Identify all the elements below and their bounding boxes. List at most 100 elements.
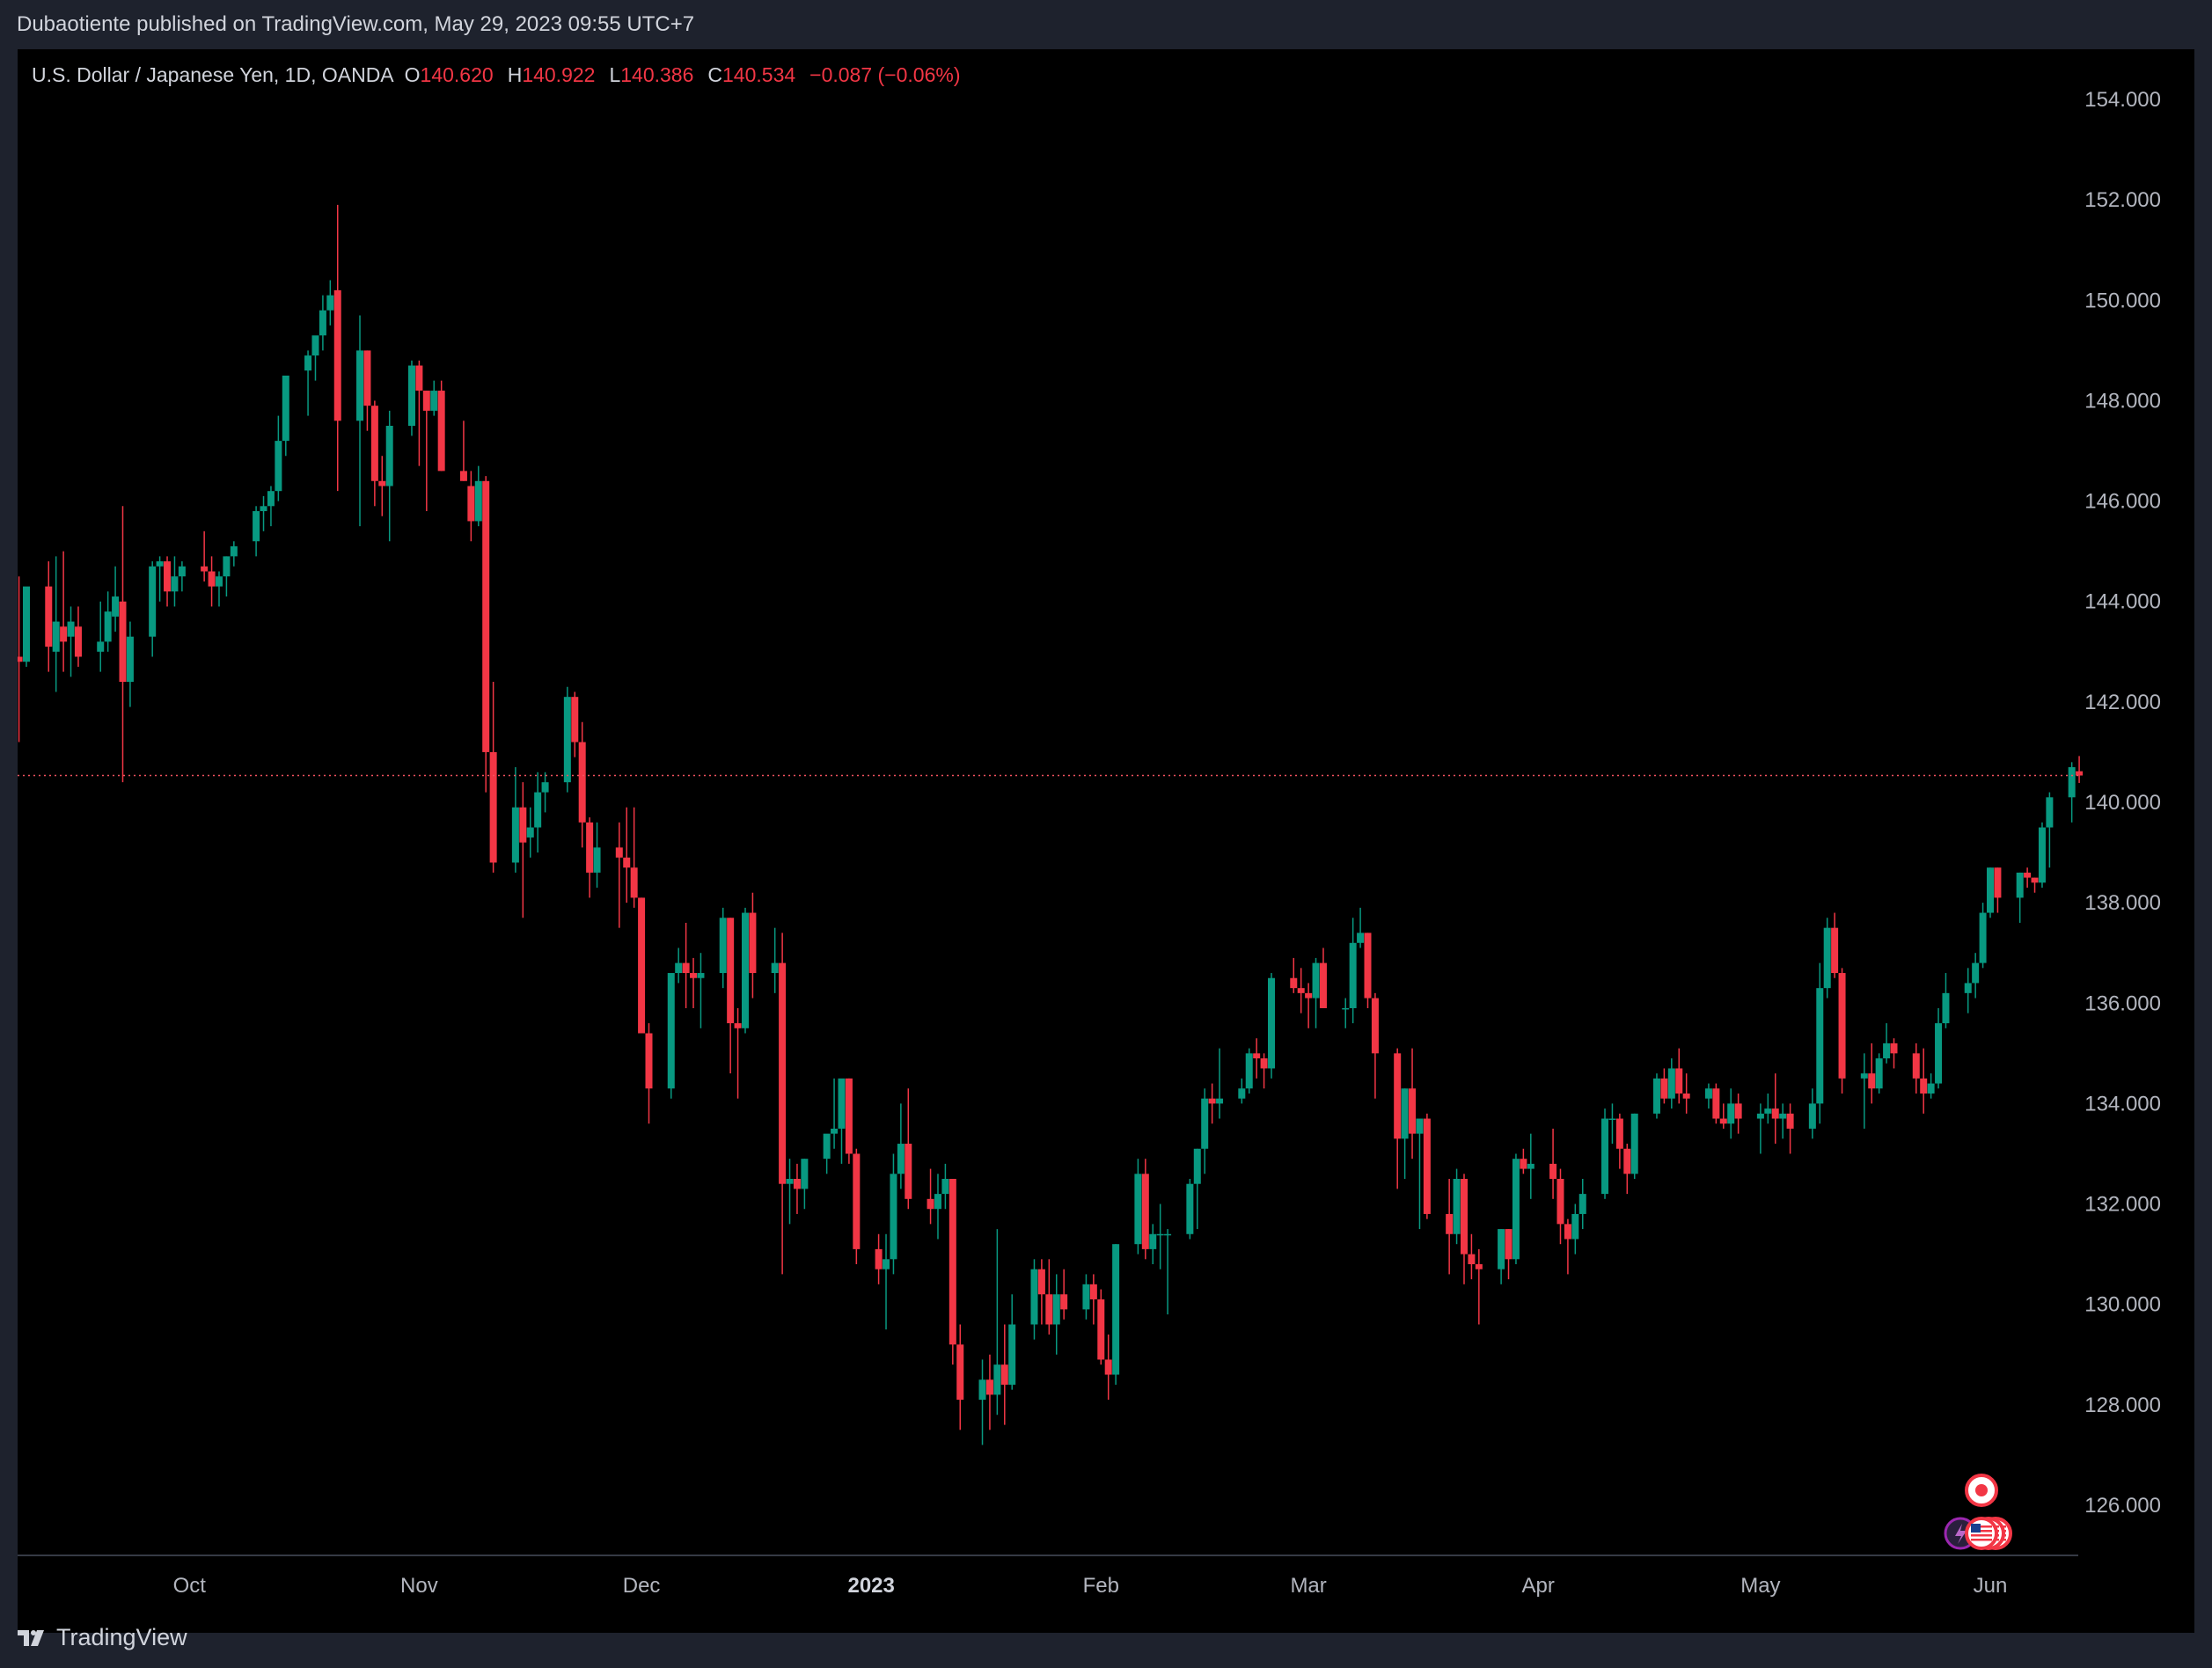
- candle: [615, 822, 623, 928]
- candle-body: [1305, 992, 1313, 999]
- candle-body: [1245, 1053, 1253, 1089]
- candle-body: [1290, 977, 1298, 989]
- candle-body: [1446, 1213, 1454, 1234]
- candle: [112, 566, 120, 632]
- chart-pane[interactable]: 154.000 152.000 150.000 148.000 146.000 144.0…: [15, 49, 2194, 1633]
- candle: [1201, 1088, 1209, 1174]
- candle: [1342, 998, 1350, 1028]
- candle-body: [1112, 1244, 1120, 1375]
- candle: [1268, 973, 1276, 1079]
- candle-body: [519, 807, 527, 843]
- candle-body: [230, 545, 238, 557]
- price-tick-label: 136.000: [2084, 991, 2161, 1015]
- candle-body: [985, 1379, 993, 1395]
- symbol-description[interactable]: U.S. Dollar / Japanese Yen, 1D, OANDA: [32, 63, 394, 86]
- candle: [541, 772, 549, 813]
- candle: [1253, 1038, 1261, 1079]
- candle: [682, 922, 690, 1008]
- candle: [1082, 1274, 1090, 1320]
- candle: [15, 576, 23, 743]
- candle-body: [2046, 797, 2054, 828]
- candle: [578, 721, 586, 848]
- candle-body: [52, 621, 60, 652]
- candle-body: [267, 491, 275, 507]
- candle-body: [253, 511, 260, 542]
- candle-body: [1401, 1088, 1409, 1139]
- candle-body: [363, 350, 371, 406]
- candle: [2038, 822, 2046, 889]
- price-tick-label: 152.000: [2084, 188, 2161, 212]
- candle: [23, 586, 30, 667]
- candle-body: [1468, 1254, 1476, 1265]
- candle-body: [1623, 1148, 1631, 1174]
- candle: [1890, 1038, 1898, 1069]
- candle-body: [1860, 1073, 1868, 1079]
- candle-body: [2068, 767, 2076, 798]
- candle: [474, 465, 482, 527]
- candle: [319, 295, 326, 351]
- candle-body: [370, 406, 378, 481]
- candle-body: [1423, 1118, 1431, 1214]
- candle: [1498, 1229, 1505, 1284]
- candle: [1520, 1148, 1527, 1174]
- ohlc-legend: U.S. Dollar / Japanese Yen, 1D, OANDA O14…: [32, 63, 961, 87]
- candle: [1786, 1103, 1794, 1154]
- candle-body: [1527, 1163, 1534, 1169]
- candle-body: [112, 596, 120, 617]
- candle: [1208, 1083, 1216, 1124]
- candle: [208, 556, 216, 607]
- candle-body: [126, 636, 134, 683]
- footer-brand[interactable]: TradingView: [18, 1624, 187, 1651]
- candle-body: [675, 962, 683, 974]
- candle-body: [1578, 1194, 1586, 1214]
- candle: [1371, 992, 1379, 1099]
- candle-body: [978, 1379, 986, 1401]
- candle-body: [1156, 1233, 1164, 1236]
- candle: [1771, 1073, 1779, 1145]
- candle: [1312, 957, 1320, 1028]
- candle-body: [2024, 872, 2032, 878]
- candle-body: [1564, 1224, 1571, 1240]
- low-label: L: [609, 63, 621, 86]
- candle: [223, 556, 231, 597]
- candle: [571, 691, 579, 757]
- candle: [1987, 867, 1994, 918]
- candle-body: [1238, 1088, 1246, 1099]
- candle-body: [489, 751, 497, 863]
- candle-body: [178, 566, 186, 577]
- candle-body: [534, 792, 542, 828]
- candle-body: [1608, 1118, 1616, 1121]
- candle: [1935, 1007, 1943, 1089]
- candle: [2076, 756, 2084, 783]
- candle-body: [23, 586, 30, 662]
- candle: [1409, 1048, 1417, 1160]
- candle: [1838, 968, 1846, 1094]
- candle-body: [104, 611, 112, 642]
- candlestick-chart[interactable]: 154.000 152.000 150.000 148.000 146.000 144.0…: [15, 49, 2194, 1633]
- candle-body: [838, 1078, 846, 1129]
- price-tick-label: 140.000: [2084, 791, 2161, 815]
- candle: [356, 315, 364, 527]
- candle-body: [793, 1179, 801, 1189]
- usa-flag-icon[interactable]: [1965, 1517, 1998, 1550]
- candle-body: [1193, 1148, 1201, 1184]
- candle: [2046, 792, 2054, 868]
- candle: [52, 556, 60, 692]
- japan-flag-icon[interactable]: [1965, 1474, 1998, 1507]
- candle-body: [1875, 1058, 1883, 1089]
- candle: [1675, 1048, 1683, 1104]
- candle: [875, 1233, 883, 1284]
- candle-body: [1615, 1118, 1623, 1149]
- candle: [1008, 1294, 1016, 1390]
- candle: [459, 421, 467, 481]
- time-tick-label: Oct: [173, 1574, 207, 1598]
- candle: [311, 335, 319, 381]
- time-tick-label: Mar: [1290, 1574, 1326, 1598]
- candle-body: [831, 1128, 839, 1134]
- candle: [675, 947, 683, 984]
- candle: [1460, 1174, 1468, 1284]
- candle: [1549, 1128, 1557, 1199]
- candle: [1816, 962, 1824, 1124]
- candle-body: [1164, 1233, 1172, 1236]
- candle: [1719, 1103, 1727, 1129]
